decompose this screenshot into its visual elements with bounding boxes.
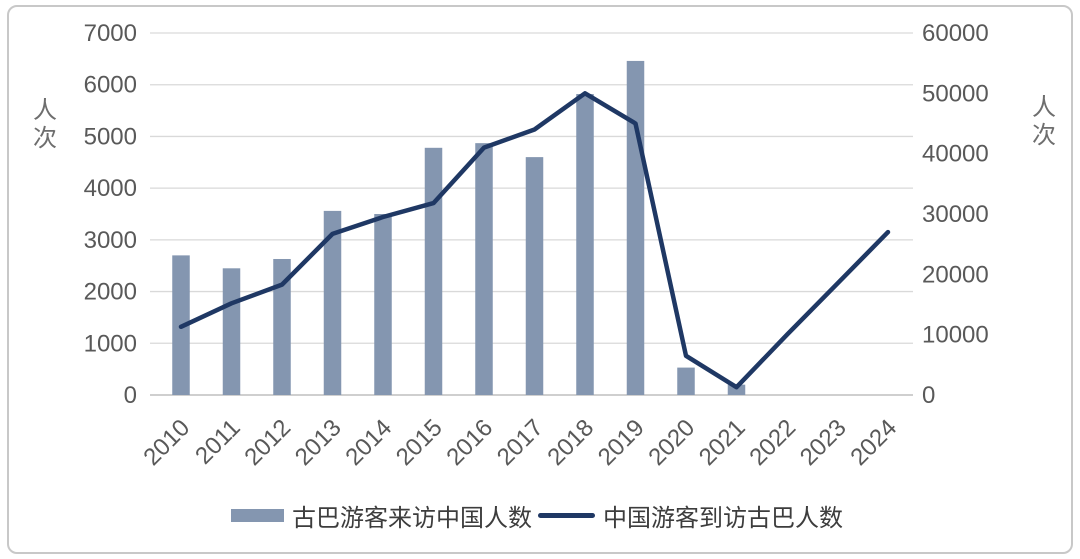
x-tick-2020: 2020 xyxy=(643,414,700,471)
x-tick-2021: 2021 xyxy=(694,414,751,471)
x-tick-2022: 2022 xyxy=(744,414,801,471)
bar-2017[interactable] xyxy=(525,157,544,395)
x-tick-2016: 2016 xyxy=(441,414,498,471)
x-tick-2017: 2017 xyxy=(492,414,549,471)
left-axis-tick: 0 xyxy=(124,382,137,409)
right-axis-tick: 0 xyxy=(922,382,935,409)
x-tick-2023: 2023 xyxy=(795,414,852,471)
bar-2012[interactable] xyxy=(273,258,291,395)
legend-bar-swatch xyxy=(231,508,284,522)
right-axis-tick: 10000 xyxy=(922,322,989,349)
right-axis-title: 人次 xyxy=(1032,94,1056,149)
x-tick-2019: 2019 xyxy=(593,414,650,471)
legend-bar-label: 古巴游客来访中国人数 xyxy=(292,505,532,532)
right-axis-tick: 30000 xyxy=(922,201,989,228)
left-axis-tick: 4000 xyxy=(84,175,137,202)
left-axis-tick: 1000 xyxy=(84,330,137,357)
bar-2014[interactable] xyxy=(374,214,392,395)
line-series[interactable] xyxy=(178,91,891,390)
bar-2018[interactable] xyxy=(576,94,594,395)
bar-2016[interactable] xyxy=(475,143,493,395)
x-tick-2011: 2011 xyxy=(190,414,246,470)
x-tick-2018: 2018 xyxy=(542,414,599,471)
x-tick-2012: 2012 xyxy=(239,414,296,471)
legend-line-swatch xyxy=(538,512,595,518)
legend: 古巴游客来访中国人数 中国游客到访古巴人数 xyxy=(0,499,1080,532)
right-axis-tick: 20000 xyxy=(922,261,989,288)
legend-line-label: 中国游客到访古巴人数 xyxy=(603,505,843,532)
x-tick-2013: 2013 xyxy=(290,414,347,471)
right-axis-tick: 50000 xyxy=(922,80,989,107)
x-tick-2010: 2010 xyxy=(138,414,195,471)
x-tick-2014: 2014 xyxy=(340,414,397,471)
bar-2020[interactable] xyxy=(677,367,695,395)
x-tick-2024: 2024 xyxy=(845,414,902,471)
right-axis-tick: 40000 xyxy=(922,141,989,168)
bar-2015[interactable] xyxy=(424,147,443,395)
bar-2021[interactable] xyxy=(727,384,746,395)
right-axis-tick: 60000 xyxy=(922,20,989,47)
bar-2011[interactable] xyxy=(222,268,241,395)
left-axis-title: 人次 xyxy=(33,97,57,152)
left-axis-tick: 6000 xyxy=(84,72,137,99)
left-axis-tick: 5000 xyxy=(84,123,137,150)
bar-2013[interactable] xyxy=(323,210,342,395)
bar-2019[interactable] xyxy=(626,60,645,395)
x-tick-2015: 2015 xyxy=(391,414,448,471)
left-axis-tick: 7000 xyxy=(84,20,137,47)
left-axis-tick: 2000 xyxy=(84,279,137,306)
left-axis-tick: 3000 xyxy=(84,227,137,254)
